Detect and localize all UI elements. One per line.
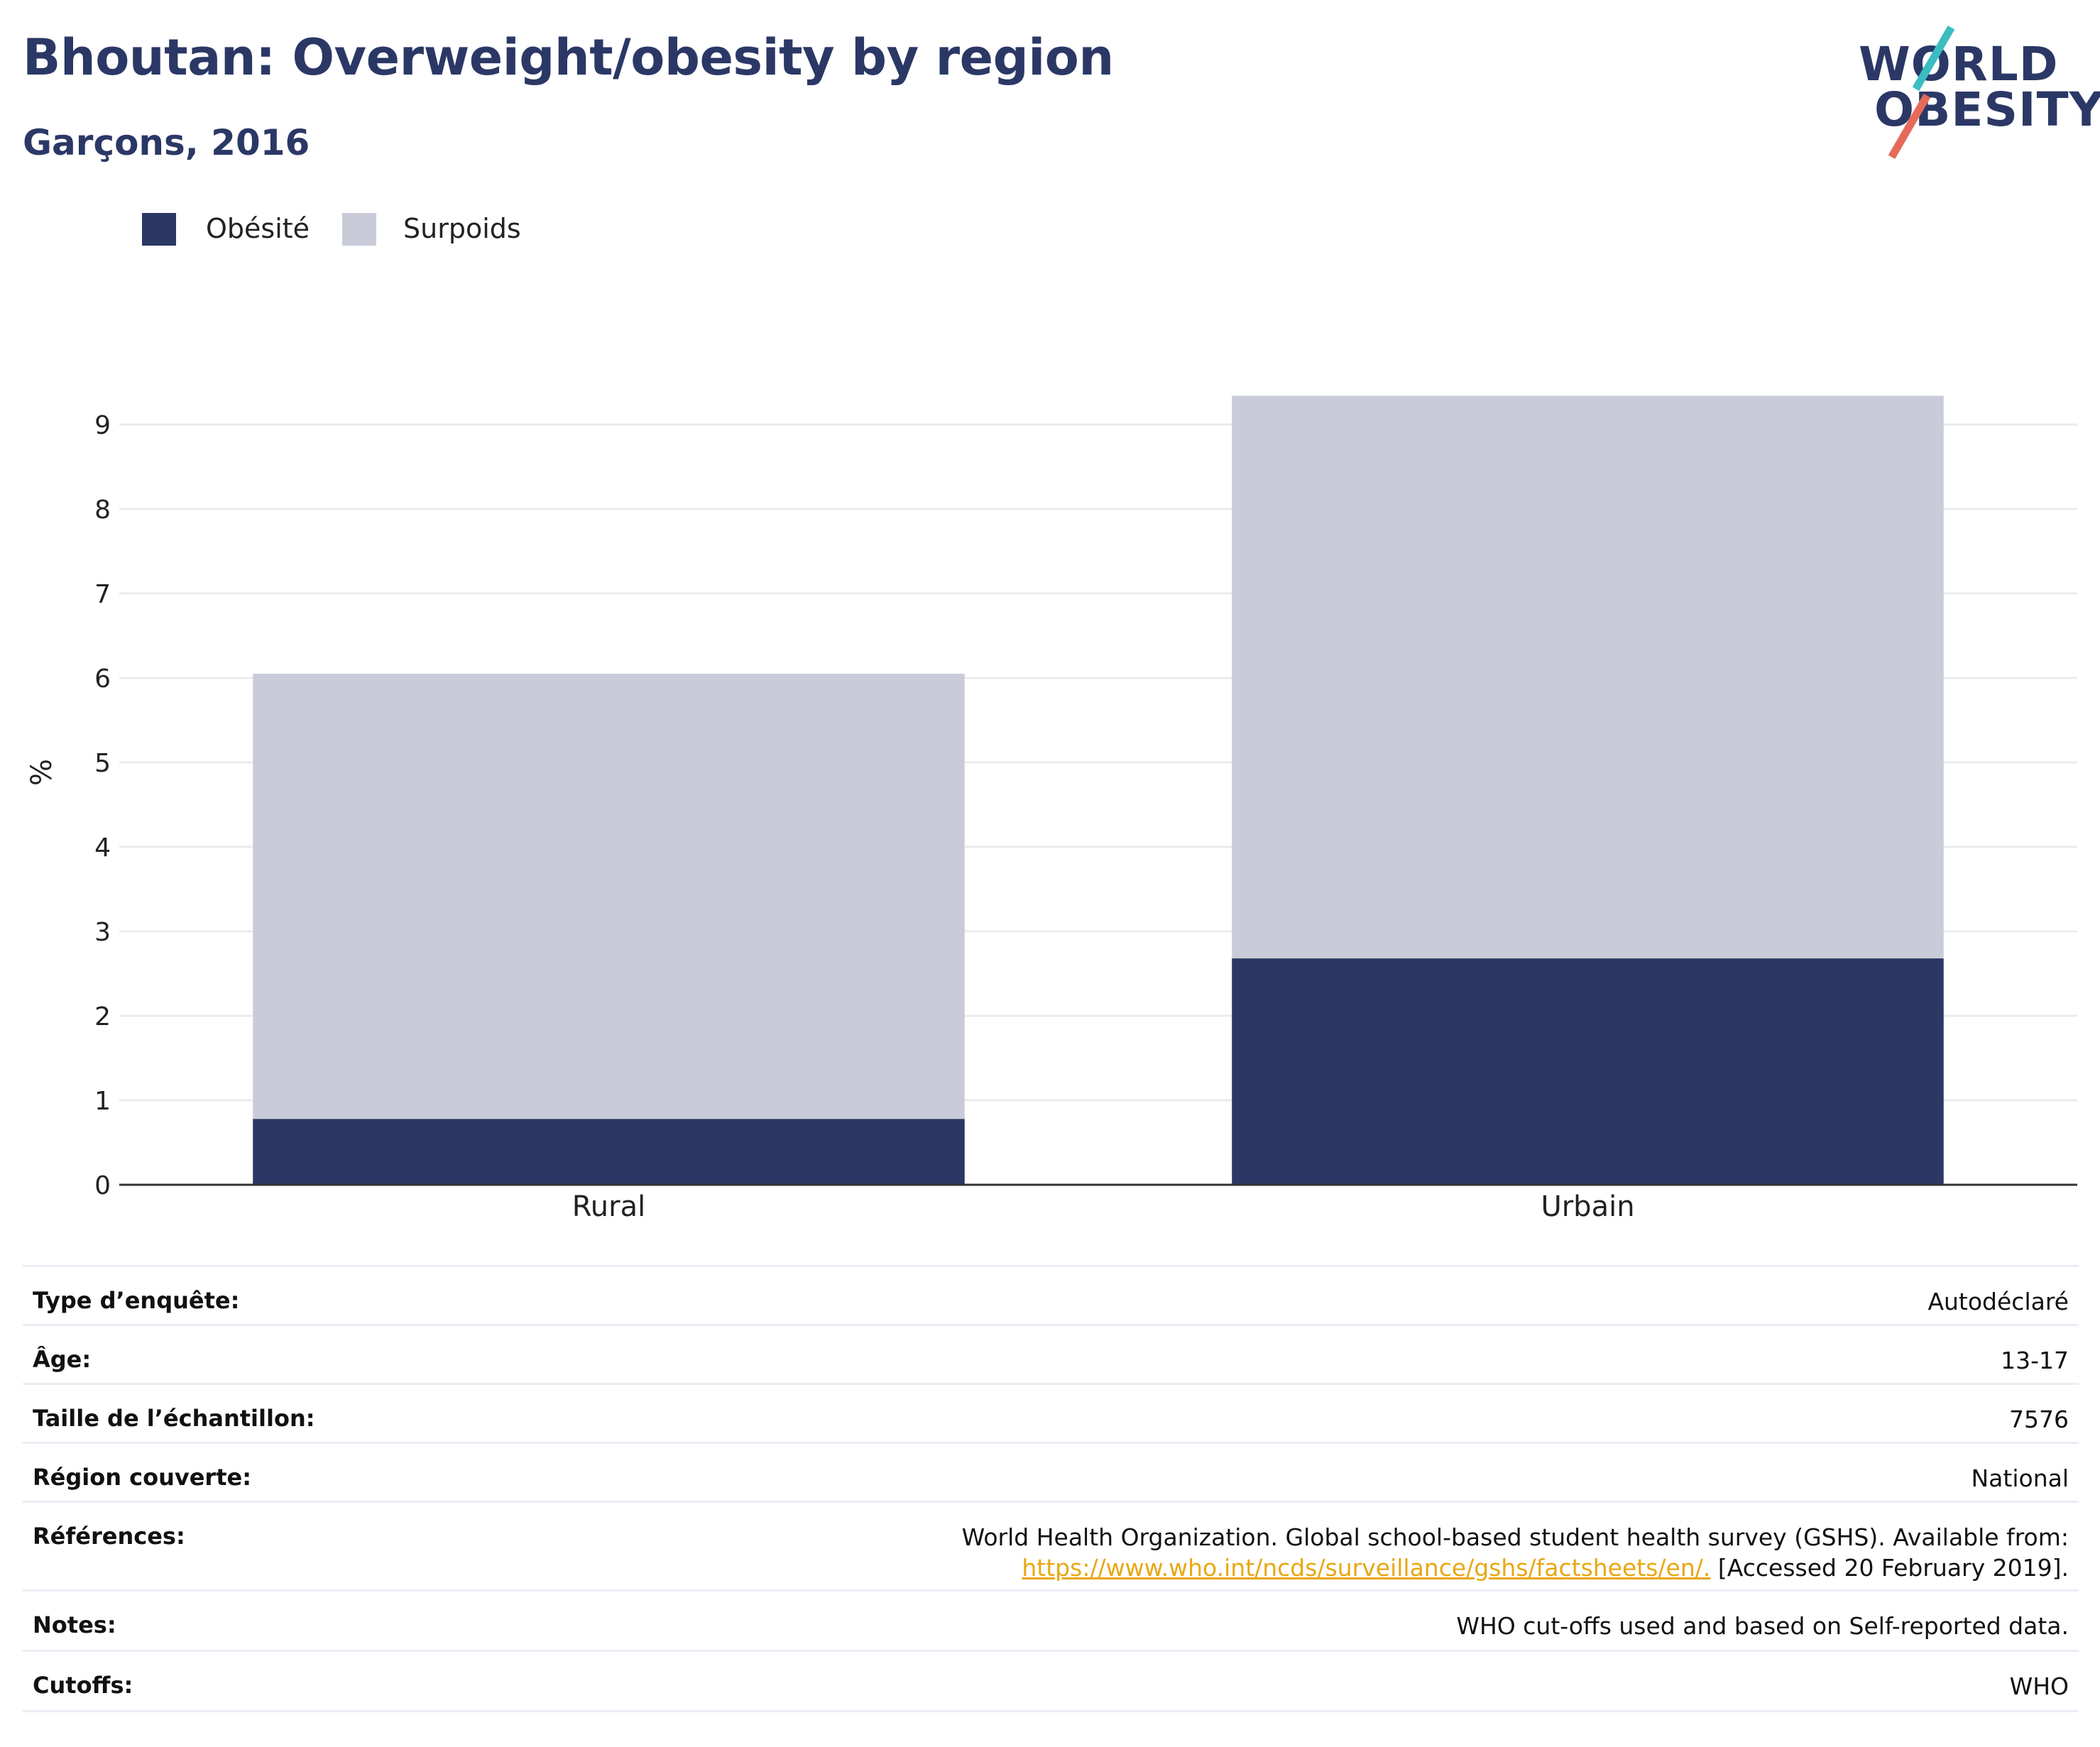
y-axis-label: % (26, 759, 58, 786)
info-row-references: Références: World Health Organization. G… (23, 1501, 2079, 1589)
info-key: Notes: (33, 1611, 116, 1638)
legend-swatch-obesity (142, 213, 176, 246)
info-value: 7576 (2009, 1406, 2069, 1433)
info-value: Autodéclaré (1927, 1288, 2069, 1315)
bar-overweight-rural (253, 674, 965, 1119)
info-row-notes: Notes: WHO cut-offs used and based on Se… (23, 1589, 2079, 1650)
y-tick-label: 1 (94, 1087, 111, 1116)
reference-text: World Health Organization. Global school… (961, 1523, 2069, 1551)
world-obesity-logo: WORLD OBESITY (1846, 21, 2100, 160)
legend-label-obesity: Obésité (206, 213, 310, 244)
bar-overweight-urbain (1232, 395, 1944, 959)
survey-info-table: Type d’enquête: Autodéclaré Âge: 13-17 T… (23, 1265, 2079, 1712)
y-tick-label: 5 (94, 749, 111, 778)
info-row-age: Âge: 13-17 (23, 1324, 2079, 1383)
info-value: WHO (2009, 1672, 2069, 1700)
legend-label-overweight: Surpoids (403, 213, 521, 244)
x-tick-label: Urbain (1541, 1190, 1634, 1223)
legend-swatch-overweight (342, 213, 376, 246)
reference-accessed: [Accessed 20 February 2019]. (1710, 1553, 2069, 1582)
x-tick-label: Rural (572, 1190, 645, 1223)
info-value: 13-17 (2001, 1347, 2069, 1374)
y-tick-label: 7 (94, 580, 111, 609)
y-tick-label: 6 (94, 664, 111, 694)
info-key: Âge: (33, 1346, 92, 1373)
info-key: Cutoffs: (33, 1672, 133, 1699)
y-tick-label: 8 (94, 495, 111, 525)
y-tick-label: 4 (94, 833, 111, 862)
info-value: WHO cut-offs used and based on Self-repo… (1456, 1612, 2069, 1640)
y-tick-label: 3 (94, 918, 111, 947)
info-row-cutoffs: Cutoffs: WHO (23, 1650, 2079, 1712)
info-row-survey-type: Type d’enquête: Autodéclaré (23, 1265, 2079, 1324)
bar-obesity-rural (253, 1119, 965, 1185)
info-row-region: Région couverte: National (23, 1442, 2079, 1501)
chart-subtitle: Garçons, 2016 (23, 122, 310, 163)
bar-chart: 0 1 2 3 4 5 6 7 8 9% Rural Urbain (26, 395, 2077, 1223)
y-tick-label: 0 (94, 1171, 111, 1200)
bar-obesity-urbain (1232, 958, 1944, 1185)
info-value: World Health Organization. Global school… (962, 1523, 2069, 1584)
info-key: Type d’enquête: (33, 1287, 240, 1314)
info-key: Taille de l’échantillon: (33, 1405, 315, 1432)
reference-link[interactable]: https://www.who.int/ncds/surveillance/gs… (1022, 1553, 1711, 1582)
info-row-sample-size: Taille de l’échantillon: 7576 (23, 1383, 2079, 1442)
chart-title: Bhoutan: Overweight/obesity by region (23, 28, 1114, 87)
y-tick-label: 9 (94, 411, 111, 440)
info-key: Région couverte: (33, 1464, 251, 1491)
y-tick-label: 2 (94, 1002, 111, 1031)
info-value: National (1971, 1464, 2069, 1492)
logo-word-1: WORLD (1859, 37, 2059, 92)
info-key: Références: (33, 1523, 185, 1550)
